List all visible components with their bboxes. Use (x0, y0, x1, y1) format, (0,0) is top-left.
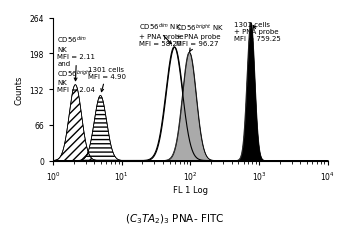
Text: CD56$^{bright}$ NK
+ PNA probe
MFI = 96.27: CD56$^{bright}$ NK + PNA probe MFI = 96.… (176, 22, 224, 52)
Text: $(C_3TA_2)_3$ PNA- FITC: $(C_3TA_2)_3$ PNA- FITC (125, 211, 225, 225)
Text: 1301 cells
+ PNA probe
MFI = 759.25: 1301 cells + PNA probe MFI = 759.25 (234, 22, 281, 42)
X-axis label: FL 1 Log: FL 1 Log (173, 185, 208, 194)
Y-axis label: Counts: Counts (15, 75, 24, 104)
Text: CD56$^{dim}$ NK
+ PNA probe
MFI = 58.20: CD56$^{dim}$ NK + PNA probe MFI = 58.20 (139, 22, 184, 47)
Text: CD56$^{dim}$
NK
MFI = 2.11
and
CD56$^{bright}$
NK
MFI = 2.04: CD56$^{dim}$ NK MFI = 2.11 and CD56$^{br… (57, 34, 95, 93)
Text: 1301 cells
MFI = 4.90: 1301 cells MFI = 4.90 (88, 67, 126, 92)
